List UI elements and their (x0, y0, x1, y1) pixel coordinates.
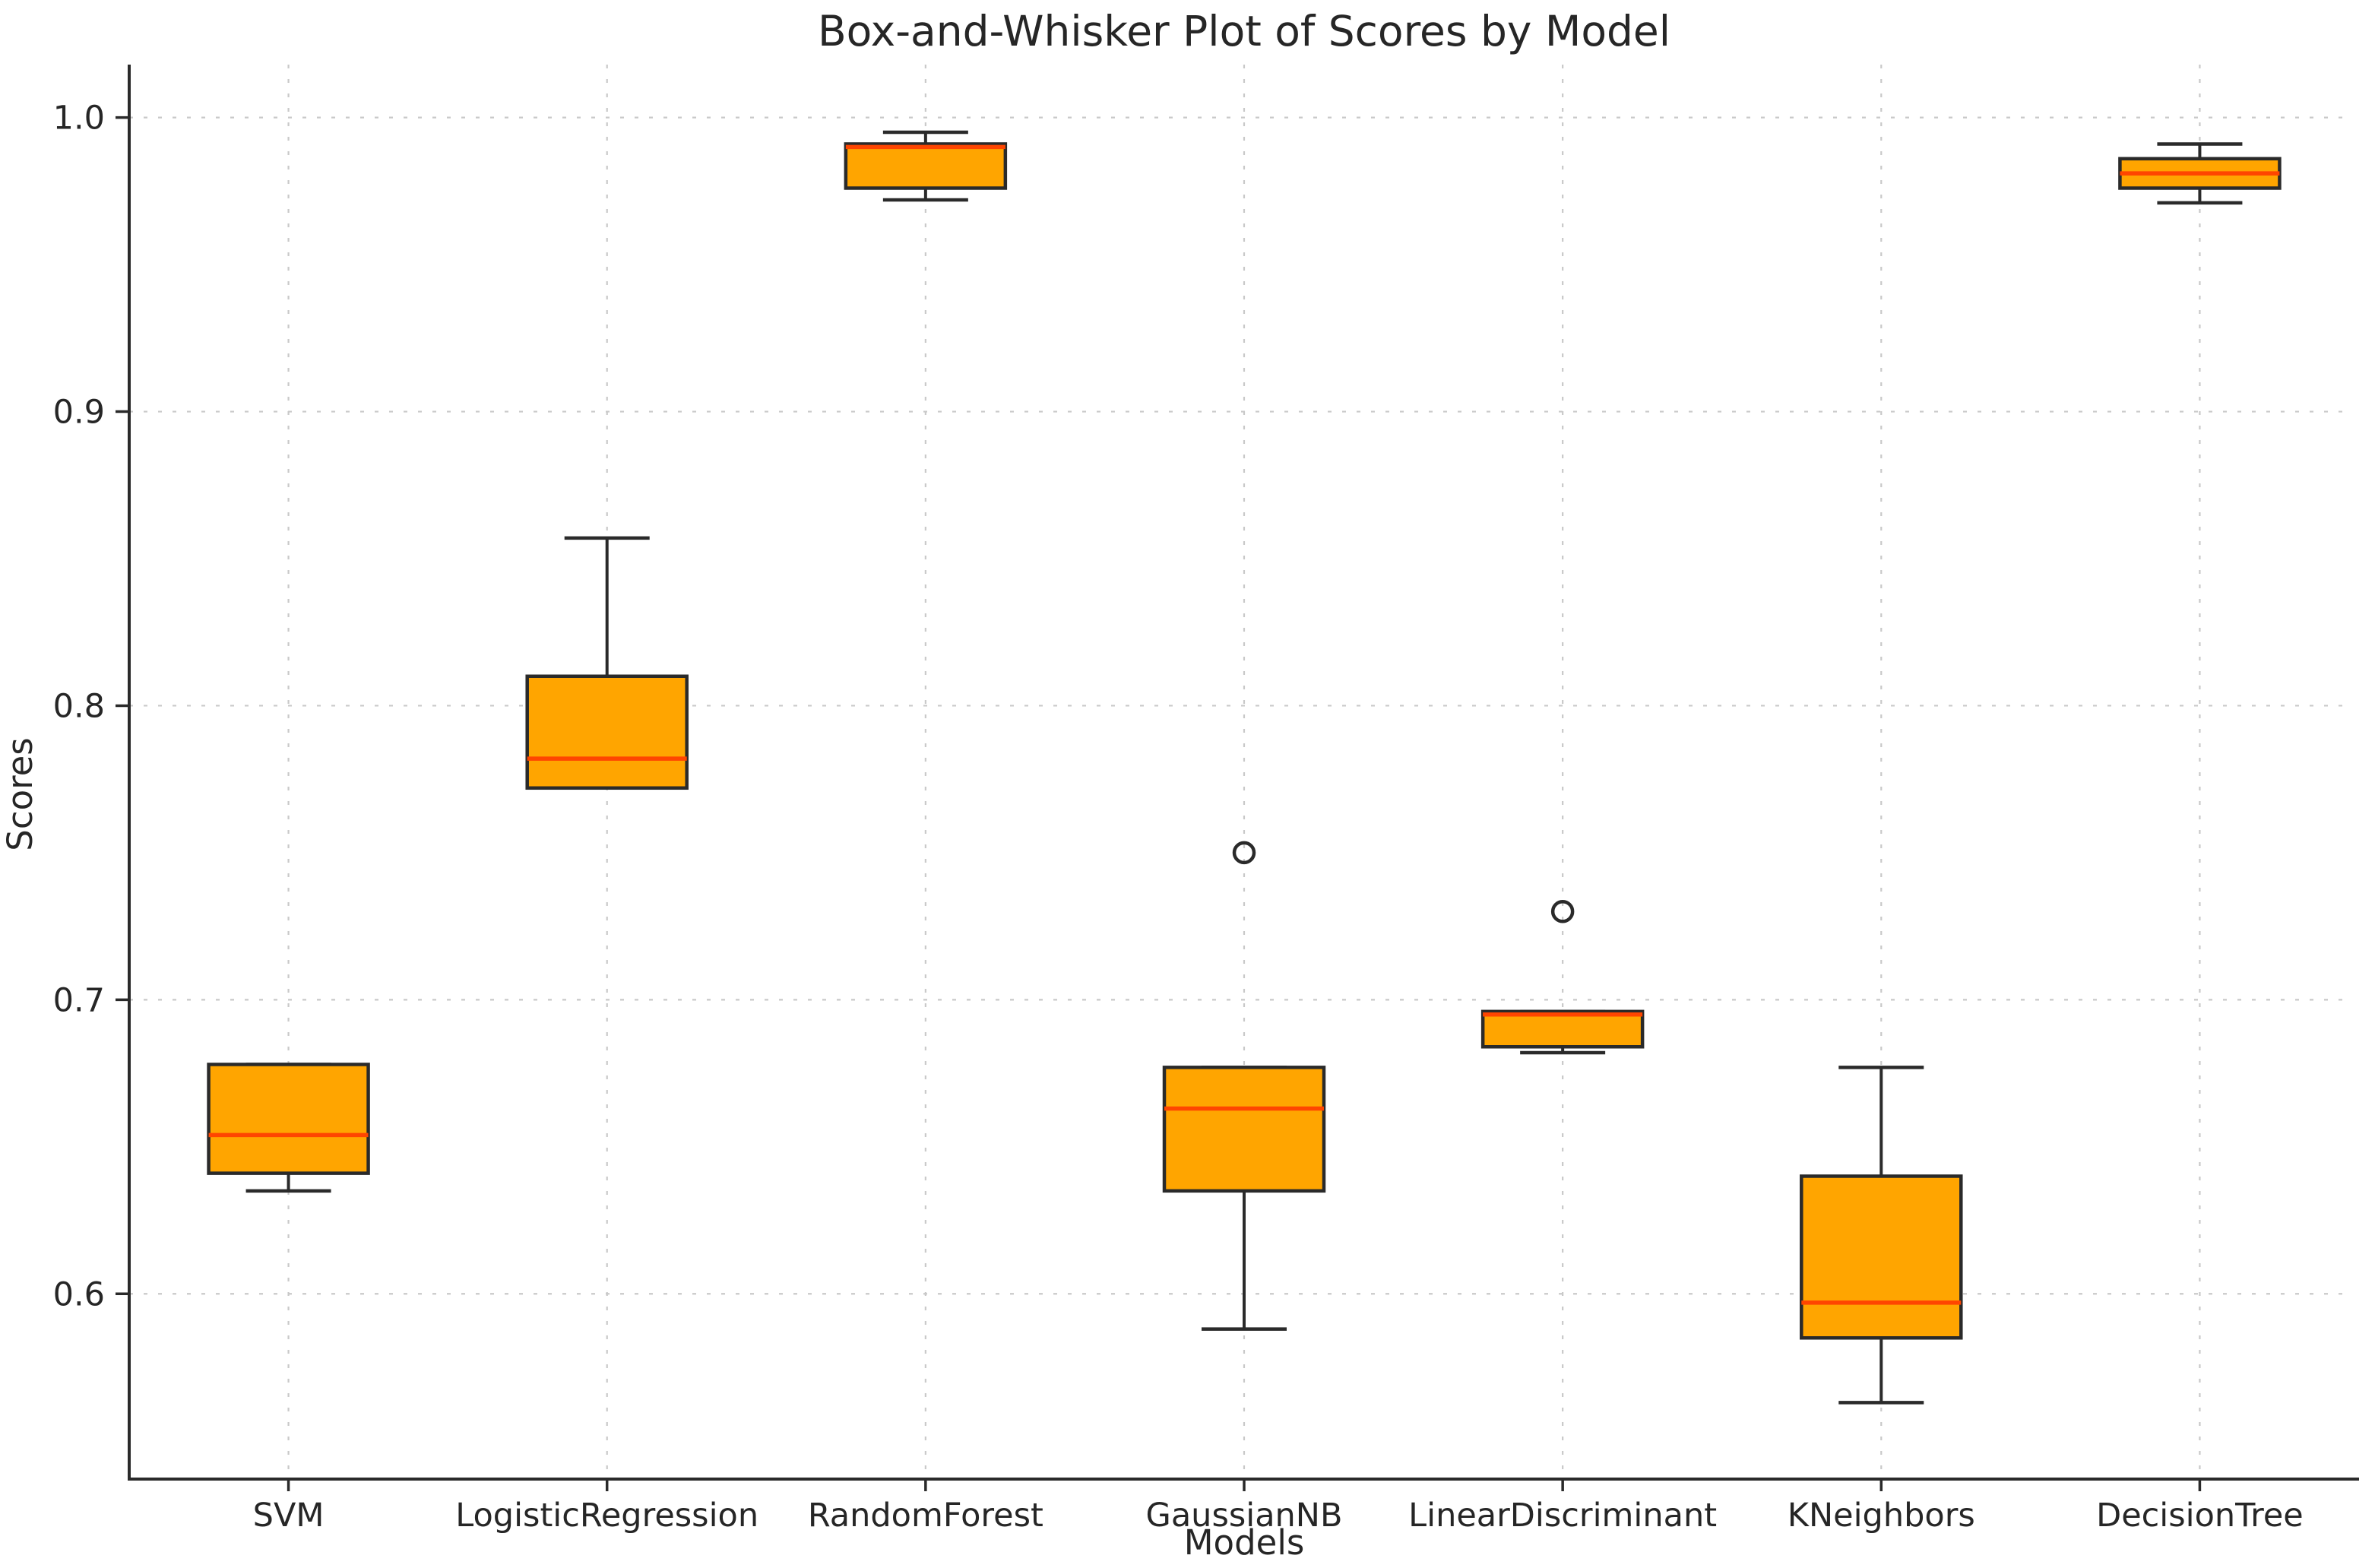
chart-title: Box-and-Whisker Plot of Scores by Model (818, 7, 1670, 55)
x-tick-label: LogisticRegression (455, 1497, 758, 1535)
x-tick-label: SVM (253, 1497, 325, 1535)
y-tick-label: 1.0 (53, 100, 105, 138)
iqr-box (525, 674, 689, 790)
x-tick-label: GaussianNB (1146, 1497, 1343, 1535)
outlier-marker (1232, 841, 1256, 865)
box-group-RandomForest (844, 130, 1008, 202)
box-group-GaussianNB (1162, 841, 1326, 1331)
y-tick-label: 0.9 (53, 394, 105, 432)
box-group-DecisionTree (2118, 142, 2282, 205)
x-tick-label: LinearDiscriminant (1408, 1497, 1717, 1535)
outlier-marker (1550, 900, 1575, 923)
x-axis-label: Models (1184, 1522, 1305, 1563)
iqr-box (1480, 1009, 1645, 1049)
x-tick-label: RandomForest (808, 1497, 1043, 1535)
box-group-LinearDiscriminant (1480, 900, 1645, 1055)
y-axis-label: Scores (0, 737, 40, 851)
iqr-box (844, 142, 1008, 190)
y-tick-label: 0.7 (53, 981, 105, 1019)
iqr-box (1800, 1174, 1963, 1340)
x-tick-label: DecisionTree (2096, 1497, 2304, 1535)
x-tick-label: KNeighbors (1788, 1497, 1975, 1535)
y-tick-label: 0.8 (53, 687, 105, 725)
y-tick-label: 0.6 (53, 1275, 105, 1313)
box-group-KNeighbors (1800, 1066, 1963, 1405)
box-group-LogisticRegression (525, 536, 689, 790)
box-group-SVM (207, 1063, 370, 1193)
iqr-box (207, 1063, 370, 1175)
iqr-box (1162, 1066, 1326, 1193)
